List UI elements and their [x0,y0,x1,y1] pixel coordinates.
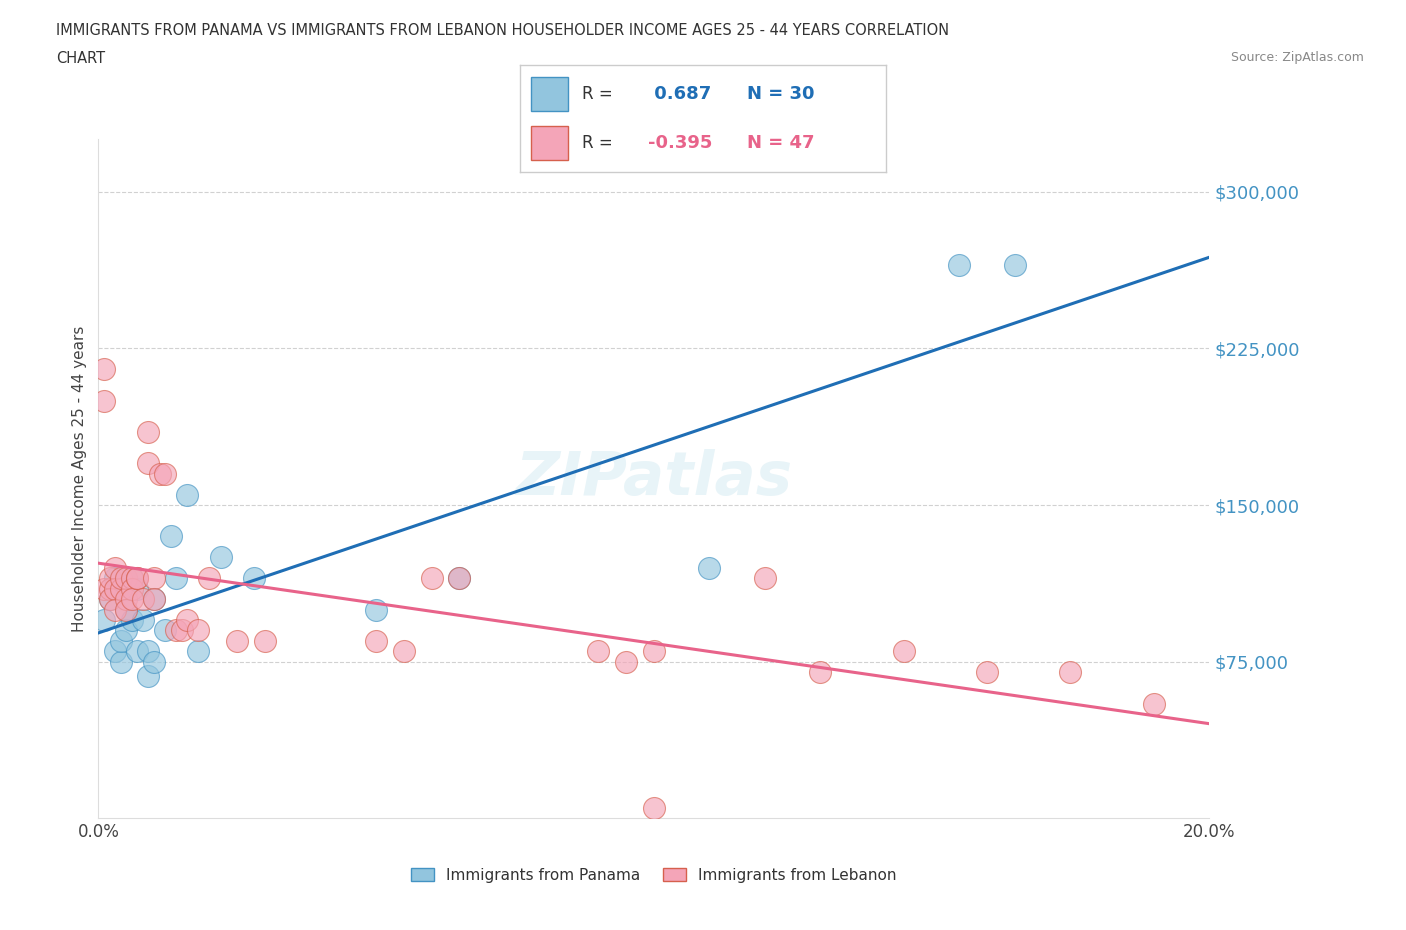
Immigrants from Lebanon [115,602,138,617]
Immigrants from Lebanon [170,623,193,638]
Immigrants from Lebanon [148,466,170,481]
Immigrants from Panama [104,644,127,658]
Immigrants from Lebanon [115,591,138,606]
Immigrants from Panama [187,644,209,658]
Immigrants from Panama [121,613,143,628]
Immigrants from Panama [1004,258,1026,272]
Immigrants from Panama [176,487,198,502]
Immigrants from Lebanon [643,801,665,816]
Immigrants from Lebanon [392,644,415,658]
Immigrants from Lebanon [93,581,115,596]
Immigrants from Lebanon [976,665,998,680]
Immigrants from Panama [209,550,232,565]
Immigrants from Panama [138,669,160,684]
Immigrants from Lebanon [104,581,127,596]
Immigrants from Panama [115,602,138,617]
Immigrants from Panama [165,571,187,586]
Immigrants from Lebanon [127,571,149,586]
Immigrants from Lebanon [176,613,198,628]
Immigrants from Panama [143,655,166,670]
Immigrants from Lebanon [366,633,388,648]
Immigrants from Lebanon [110,571,132,586]
Text: N = 30: N = 30 [747,85,814,103]
Immigrants from Lebanon [98,591,121,606]
Immigrants from Lebanon [588,644,610,658]
Immigrants from Lebanon [153,466,176,481]
Text: -0.395: -0.395 [648,134,713,153]
Immigrants from Lebanon [104,602,127,617]
Immigrants from Lebanon [104,560,127,575]
Immigrants from Panama [143,591,166,606]
Legend: Immigrants from Panama, Immigrants from Lebanon: Immigrants from Panama, Immigrants from … [405,861,903,889]
FancyBboxPatch shape [531,77,568,111]
Immigrants from Lebanon [226,633,249,648]
Immigrants from Lebanon [121,571,143,586]
Immigrants from Lebanon [253,633,276,648]
Text: R =: R = [582,85,613,103]
Text: R =: R = [582,134,613,153]
Immigrants from Panama [110,655,132,670]
Y-axis label: Householder Income Ages 25 - 44 years: Householder Income Ages 25 - 44 years [72,326,87,632]
Immigrants from Lebanon [893,644,915,658]
Immigrants from Panama [127,644,149,658]
Immigrants from Lebanon [754,571,776,586]
FancyBboxPatch shape [531,126,568,160]
Immigrants from Lebanon [98,571,121,586]
Immigrants from Panama [243,571,266,586]
Immigrants from Lebanon [449,571,471,586]
Immigrants from Panama [121,571,143,586]
Immigrants from Lebanon [143,571,166,586]
Immigrants from Lebanon [138,456,160,471]
Immigrants from Lebanon [127,571,149,586]
Immigrants from Panama [153,623,176,638]
Immigrants from Panama [132,613,155,628]
Immigrants from Panama [449,571,471,586]
Immigrants from Panama [98,591,121,606]
Immigrants from Lebanon [93,393,115,408]
Text: 0.687: 0.687 [648,85,711,103]
Immigrants from Lebanon [93,362,115,377]
Text: N = 47: N = 47 [747,134,814,153]
Immigrants from Panama [948,258,970,272]
Text: Source: ZipAtlas.com: Source: ZipAtlas.com [1230,51,1364,64]
Text: IMMIGRANTS FROM PANAMA VS IMMIGRANTS FROM LEBANON HOUSEHOLDER INCOME AGES 25 - 4: IMMIGRANTS FROM PANAMA VS IMMIGRANTS FRO… [56,23,949,38]
Immigrants from Lebanon [614,655,637,670]
Immigrants from Lebanon [138,424,160,439]
Text: ZIPatlas: ZIPatlas [515,449,793,509]
Immigrants from Lebanon [98,581,121,596]
Immigrants from Lebanon [143,591,166,606]
Immigrants from Lebanon [132,591,155,606]
Immigrants from Lebanon [187,623,209,638]
Immigrants from Lebanon [643,644,665,658]
Immigrants from Panama [366,602,388,617]
Immigrants from Panama [127,581,149,596]
Immigrants from Lebanon [115,571,138,586]
Text: CHART: CHART [56,51,105,66]
Immigrants from Panama [93,613,115,628]
Immigrants from Lebanon [1059,665,1081,680]
Immigrants from Panama [115,581,138,596]
Immigrants from Lebanon [1143,696,1166,711]
Immigrants from Panama [159,529,181,544]
Immigrants from Lebanon [810,665,832,680]
Immigrants from Lebanon [420,571,443,586]
Immigrants from Lebanon [198,571,221,586]
Immigrants from Panama [699,560,721,575]
Immigrants from Lebanon [110,581,132,596]
Immigrants from Panama [104,571,127,586]
Immigrants from Lebanon [121,581,143,596]
Immigrants from Lebanon [121,591,143,606]
Immigrants from Lebanon [165,623,187,638]
Immigrants from Panama [138,644,160,658]
Immigrants from Panama [115,623,138,638]
Immigrants from Panama [110,633,132,648]
